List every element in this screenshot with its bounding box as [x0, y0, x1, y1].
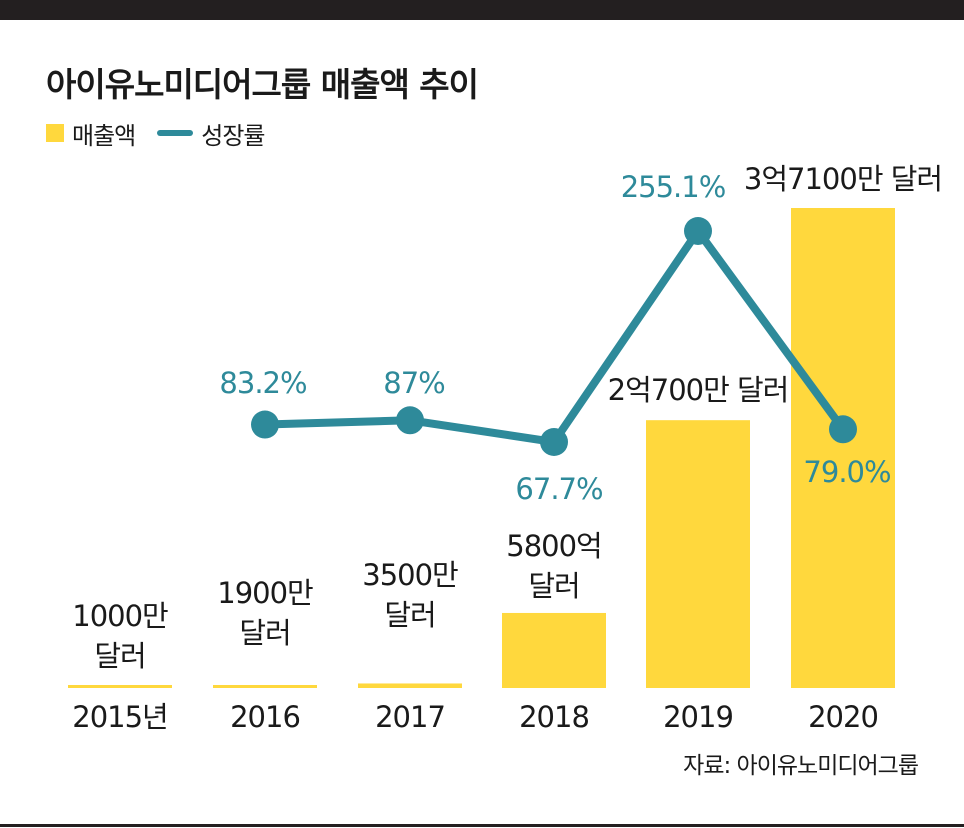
- growth-point-4: [684, 217, 712, 245]
- bar-0: [68, 685, 172, 688]
- bar-value-label-4-0: 2억700만 달러: [608, 373, 789, 407]
- growth-point-2: [396, 406, 424, 435]
- source-note: 자료: 아이유노미디어그룹: [683, 753, 919, 779]
- growth-label-4: 255.1%: [621, 170, 726, 204]
- growth-label-1: 83.2%: [219, 366, 306, 400]
- growth-point-1: [251, 410, 279, 439]
- chart-title: 아이유노미디어그룹 매출액 추이: [46, 65, 479, 104]
- bar-value-label-3-1: 달러: [528, 569, 579, 603]
- bar-value-label-1-0: 1900만: [217, 576, 313, 610]
- growth-point-3: [540, 428, 568, 456]
- legend-item-growth: 성장률: [157, 116, 266, 151]
- bottom-rule: [0, 824, 964, 827]
- bar-value-label-3-0: 5800억: [506, 529, 601, 563]
- bar-value-label-2-0: 3500만: [362, 558, 458, 592]
- bar-value-label-1-1: 달러: [239, 616, 290, 650]
- bar-4: [646, 420, 750, 688]
- category-label-2: 2017: [375, 700, 445, 734]
- legend-item-revenue: 매출액: [46, 116, 136, 151]
- category-label-1: 2016: [230, 700, 300, 734]
- category-label-4: 2019: [663, 700, 733, 734]
- bar-value-label-2-1: 달러: [384, 598, 435, 632]
- bar-3: [502, 612, 606, 688]
- growth-label-5: 79.0%: [803, 455, 890, 489]
- bar-1: [213, 685, 317, 688]
- bar-2: [358, 683, 462, 688]
- bar-5: [791, 208, 895, 688]
- bar-value-label-5-0: 3억7100만 달러: [744, 162, 942, 196]
- top-rule: [0, 0, 964, 20]
- legend-label-growth: 성장률: [201, 121, 265, 150]
- category-label-0: 2015년: [72, 700, 167, 734]
- growth-label-2: 87%: [383, 366, 444, 400]
- growth-point-5: [829, 415, 857, 444]
- bar-value-label-0-0: 1000만: [72, 599, 168, 633]
- bar-value-label-0-1: 달러: [94, 639, 145, 673]
- category-label-3: 2018: [519, 700, 589, 734]
- chart-legend: 매출액 성장률: [46, 116, 287, 150]
- legend-swatch-line: [157, 130, 194, 136]
- growth-label-3: 67.7%: [515, 472, 602, 506]
- growth-line: [261, 227, 847, 446]
- category-label-5: 2020: [808, 700, 878, 734]
- legend-label-revenue: 매출액: [72, 121, 136, 150]
- legend-swatch-bar: [46, 124, 64, 142]
